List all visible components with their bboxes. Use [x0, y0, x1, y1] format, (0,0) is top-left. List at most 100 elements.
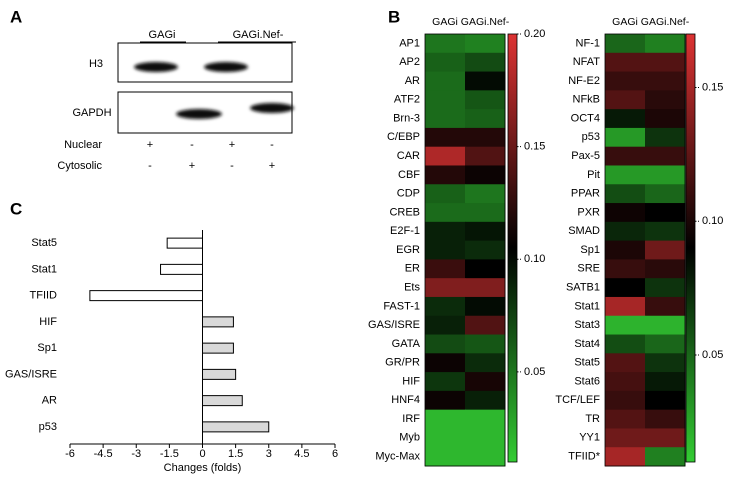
row-label: SRE	[577, 263, 600, 275]
colorbar-tick-label: 0.20	[524, 28, 545, 40]
row-label: Pit	[587, 169, 600, 181]
heat-cell	[465, 34, 506, 54]
bar	[202, 421, 270, 433]
row-label: PXR	[577, 206, 600, 218]
heat-cell	[465, 203, 506, 223]
heat-cell	[425, 240, 466, 260]
bar	[160, 263, 204, 275]
x-tick-label: -3	[131, 448, 141, 460]
row-label: AP1	[399, 37, 420, 49]
heat-cell	[605, 52, 646, 73]
x-tick-label: 0	[199, 448, 205, 460]
heat-cell	[645, 278, 686, 298]
heat-cell	[465, 353, 506, 373]
row-label: CREB	[389, 206, 420, 218]
band	[176, 109, 222, 119]
heat-cell	[425, 34, 466, 54]
sign: +	[229, 139, 235, 151]
heat-cell	[645, 184, 686, 204]
heat-cell	[605, 259, 646, 279]
heat-cell	[645, 109, 686, 129]
x-tick-label: 6	[332, 448, 338, 460]
heat-cell	[465, 52, 506, 73]
heat-cell	[605, 90, 646, 110]
x-tick-label: 3	[266, 448, 272, 460]
row-label: Ets	[404, 281, 420, 293]
heat-cell	[645, 203, 686, 223]
row-label: TCF/LEF	[555, 394, 600, 406]
row-label: ATF2	[394, 94, 420, 106]
heat-cell	[605, 447, 646, 467]
heat-cell	[425, 221, 466, 242]
blot-box	[117, 42, 293, 83]
row-label: EGR	[396, 244, 420, 256]
heat-cell	[605, 428, 646, 448]
panel-label: B	[388, 7, 400, 26]
y-tick-label: p53	[39, 421, 57, 433]
x-axis-label: Changes (folds)	[164, 462, 242, 474]
row-label: GAS/ISRE	[368, 319, 420, 331]
heat-cell	[645, 52, 686, 73]
heat-cell	[465, 372, 506, 392]
row-label: IRF	[402, 413, 420, 425]
heat-cell	[605, 165, 646, 185]
fraction-label: Nuclear	[64, 139, 102, 151]
heat-cell	[605, 409, 646, 429]
heat-cell	[605, 127, 646, 148]
y-tick-label: Stat5	[31, 237, 57, 249]
row-label: p53	[582, 131, 600, 143]
sign: +	[147, 139, 153, 151]
heat-cell	[605, 184, 646, 204]
heat-cell	[645, 428, 686, 448]
y-tick-label: Sp1	[37, 342, 57, 354]
heat-cell	[605, 353, 646, 373]
heat-cell	[645, 71, 686, 91]
y-tick-label: TFIID	[30, 290, 58, 302]
heat-cell	[425, 52, 466, 73]
bar	[166, 237, 204, 249]
row-label: NF-1	[576, 37, 600, 49]
heat-cell	[605, 390, 646, 411]
heat-cell	[645, 146, 686, 166]
row-label: SMAD	[568, 225, 600, 237]
heat-cell	[605, 71, 646, 91]
heat-cell	[645, 259, 686, 279]
heat-cell	[605, 372, 646, 392]
bar	[89, 290, 203, 302]
row-label: NFkB	[573, 94, 601, 106]
y-tick-label: HIF	[39, 316, 57, 328]
row-label: NF-E2	[568, 75, 600, 87]
heat-cell	[605, 278, 646, 298]
row-label: OCT4	[571, 112, 600, 124]
band	[204, 62, 248, 72]
sign: -	[230, 160, 234, 172]
heat-cell	[465, 428, 506, 448]
row-label: GR/PR	[385, 357, 420, 369]
colorbar-tick-label: 0.15	[702, 81, 723, 93]
heat-cell	[605, 315, 646, 336]
row-label: CAR	[397, 150, 420, 162]
row-label: Myc-Max	[375, 451, 420, 463]
heat-cell	[645, 390, 686, 411]
fraction-label: Cytosolic	[57, 160, 102, 172]
bar	[202, 342, 234, 354]
heat-cell	[645, 334, 686, 354]
bar	[202, 395, 243, 407]
heat-cell	[425, 109, 466, 129]
heat-cell	[465, 390, 506, 411]
y-tick-label: Stat1	[31, 263, 57, 275]
row-label: Stat6	[574, 375, 600, 387]
row-label: Stat3	[574, 319, 600, 331]
heat-cell	[425, 127, 466, 148]
heat-cell	[465, 447, 506, 467]
heat-cell	[645, 165, 686, 185]
colorbar-tick-label: 0.15	[524, 141, 545, 153]
bar	[202, 368, 237, 380]
heat-cell	[465, 71, 506, 91]
y-tick-label: AR	[42, 395, 57, 407]
heat-cell	[425, 334, 466, 354]
x-tick-label: 4.5	[294, 448, 309, 460]
heat-cell	[425, 409, 466, 429]
colorbar-tick-label: 0.05	[702, 349, 723, 361]
